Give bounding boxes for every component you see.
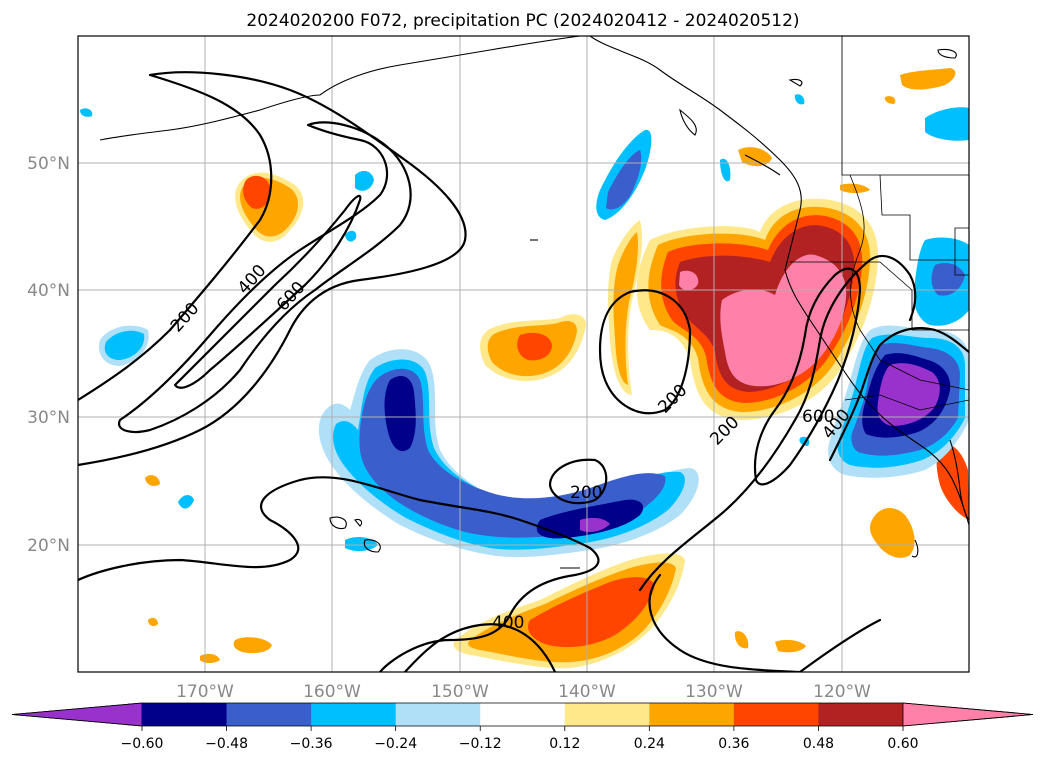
colorbar-tick-label: 0.24 <box>634 736 665 752</box>
lat-label-30n: 30°N <box>27 408 70 428</box>
lon-label-160w: 160°W <box>303 682 361 702</box>
colorbar-segment <box>564 703 650 726</box>
colorbar-tick-label: −0.24 <box>374 736 417 752</box>
contour-label-600-coast: 600 <box>802 407 834 427</box>
colorbar-tick-label: 0.12 <box>549 736 580 752</box>
colorbar-extend-low <box>11 702 143 727</box>
lon-label-120w: 120°W <box>813 682 871 702</box>
figure-title: 2024020200 F072, precipitation PC (20240… <box>246 11 799 31</box>
lon-label-140w: 140°W <box>558 682 616 702</box>
colorbar-tick-label: 0.36 <box>718 736 749 752</box>
colorbar-extend-high <box>902 702 1034 727</box>
colorbar-tick-label: −0.36 <box>290 736 333 752</box>
colorbar-segment <box>818 703 904 726</box>
colorbar-segment <box>311 703 397 726</box>
geopotential-contours <box>78 71 969 672</box>
colorbar-segment <box>649 703 735 726</box>
map-frame <box>77 35 970 673</box>
map-panel: 200 400 600 200 200 200 600 400 400 <box>77 35 970 673</box>
colorbar-segment <box>142 703 228 726</box>
colorbar-tick-label: 0.60 <box>887 736 918 752</box>
colorbar-tick-label: −0.48 <box>205 736 248 752</box>
colorbar-tick-label: −0.12 <box>459 736 502 752</box>
lon-label-170w: 170°W <box>176 682 234 702</box>
precipitation-anomaly-fields <box>80 68 969 669</box>
colorbar-segment <box>395 703 481 726</box>
lat-label-20n: 20°N <box>27 536 70 556</box>
colorbar-segment <box>480 703 566 726</box>
colorbar-segment <box>733 703 819 726</box>
latitude-labels: 50°N 40°N 30°N 20°N <box>27 154 70 556</box>
colorbar: −0.60 −0.48 −0.36 −0.24 −0.12 0.12 0.24 0.36 0.4… <box>11 702 1034 752</box>
lon-label-150w: 150°W <box>431 682 489 702</box>
lon-label-130w: 130°W <box>685 682 743 702</box>
coastlines <box>99 36 969 569</box>
longitude-labels: 170°W 160°W 150°W 140°W 130°W 120°W <box>176 682 871 702</box>
lat-label-50n: 50°N <box>27 154 70 174</box>
contour-label-200-south: 200 <box>570 483 602 503</box>
lat-label-40n: 40°N <box>27 281 70 301</box>
colorbar-segment <box>226 703 312 726</box>
colorbar-tick-label: −0.60 <box>121 736 164 752</box>
colorbar-tick-label: 0.48 <box>803 736 834 752</box>
contour-label-400-south: 400 <box>492 613 524 633</box>
